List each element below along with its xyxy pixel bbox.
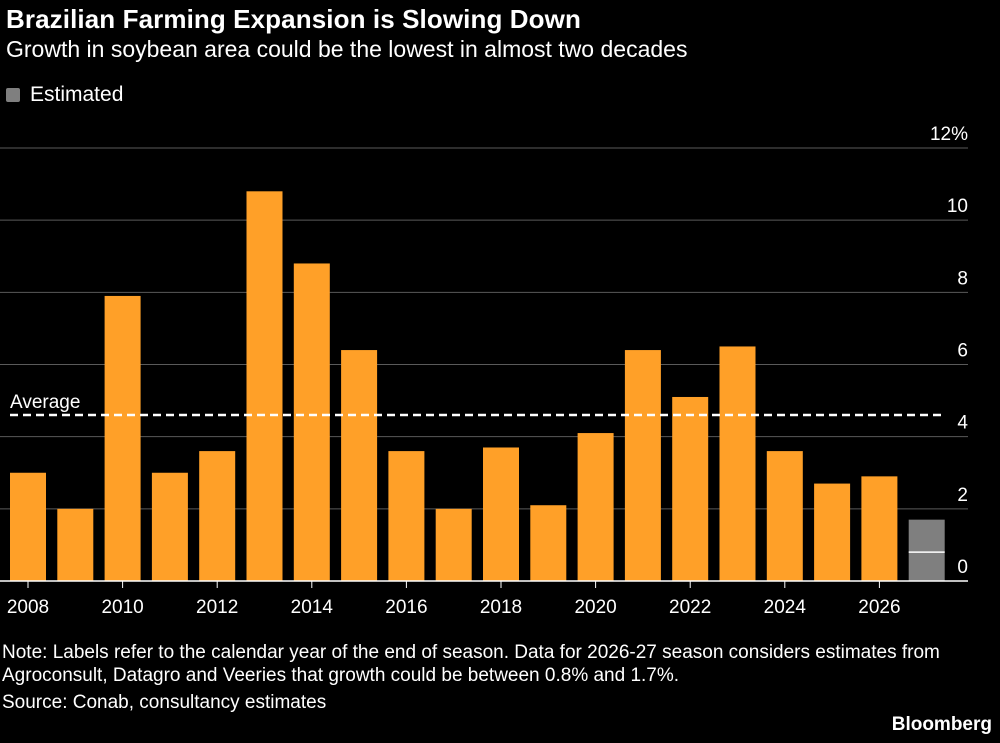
x-tick-label: 2012: [196, 597, 238, 618]
bar: [104, 295, 141, 581]
bar: [10, 472, 46, 581]
y-tick-label: 6: [957, 341, 968, 362]
bar: [483, 447, 519, 581]
x-tick-label: 2020: [574, 597, 616, 618]
bar-chart: 0 2 4 6 8 10 12% Average 2008 2010 2012 2014 2016 201…: [0, 124, 968, 618]
chart-subtitle: Growth in soybean area could be the lowe…: [6, 36, 688, 62]
chart-title: Brazilian Farming Expansion is Slowing D…: [6, 4, 581, 34]
x-tick-label: 2024: [764, 597, 807, 618]
bar: [199, 451, 236, 581]
bloomberg-logo: Bloomberg: [891, 714, 992, 735]
legend-estimated-label: Estimated: [30, 83, 124, 106]
bar: [341, 350, 378, 581]
bar: [435, 508, 472, 581]
bar: [246, 191, 283, 582]
bar: [388, 451, 425, 581]
x-tick-label: 2018: [480, 597, 522, 618]
x-tick-label: 2026: [858, 597, 900, 618]
bar: [861, 476, 898, 581]
chart-note: Note: Labels refer to the calendar year …: [2, 642, 940, 686]
y-tick-label: 10: [947, 196, 968, 217]
bar: [766, 451, 803, 581]
y-tick-label: 8: [957, 268, 968, 289]
legend: Estimated: [6, 83, 123, 107]
y-tick-label: 4: [957, 413, 968, 434]
bar: [719, 346, 756, 581]
estimated-bar: [908, 519, 945, 581]
bar: [577, 433, 614, 581]
x-tick-label: 2022: [669, 597, 711, 618]
x-tick-label: 2008: [7, 597, 49, 618]
y-tick-label: 2: [957, 485, 968, 506]
y-tick-label: 0: [957, 557, 968, 578]
x-tick-label: 2010: [101, 597, 143, 618]
bar: [530, 505, 567, 581]
legend-estimated-swatch: [6, 88, 20, 102]
bar: [151, 472, 188, 581]
chart-source: Source: Conab, consultancy estimates: [2, 692, 327, 713]
bar: [814, 483, 851, 581]
bar: [624, 350, 661, 581]
bar: [672, 396, 709, 581]
bar: [293, 263, 330, 581]
bar: [57, 508, 94, 581]
y-tick-label: 12%: [930, 124, 968, 145]
average-label: Average: [10, 392, 80, 413]
x-tick-label: 2014: [291, 597, 334, 618]
x-tick-label: 2016: [385, 597, 427, 618]
